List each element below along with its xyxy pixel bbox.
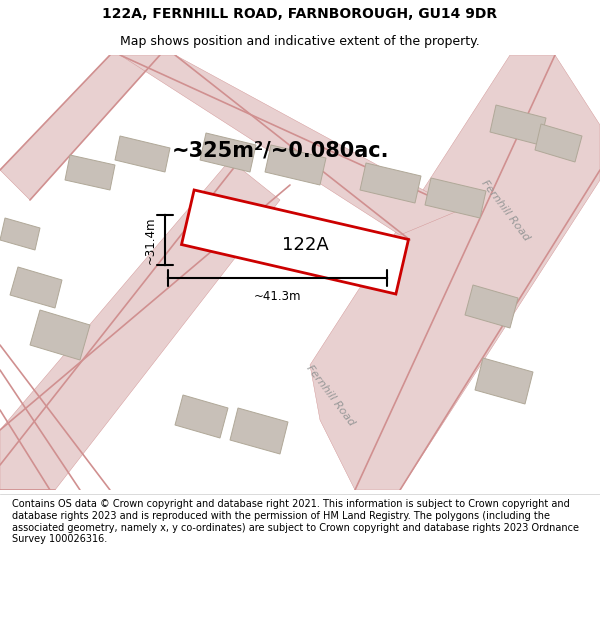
Polygon shape bbox=[0, 218, 40, 250]
Polygon shape bbox=[475, 358, 533, 404]
Polygon shape bbox=[265, 145, 326, 185]
Text: ~325m²/~0.080ac.: ~325m²/~0.080ac. bbox=[171, 140, 389, 160]
Text: Map shows position and indicative extent of the property.: Map shows position and indicative extent… bbox=[120, 35, 480, 48]
Polygon shape bbox=[230, 408, 288, 454]
Text: ~31.4m: ~31.4m bbox=[144, 216, 157, 264]
Text: 122A, FERNHILL ROAD, FARNBOROUGH, GU14 9DR: 122A, FERNHILL ROAD, FARNBOROUGH, GU14 9… bbox=[103, 7, 497, 21]
Polygon shape bbox=[360, 163, 421, 203]
Polygon shape bbox=[65, 155, 115, 190]
Polygon shape bbox=[182, 190, 409, 294]
Text: Contains OS data © Crown copyright and database right 2021. This information is : Contains OS data © Crown copyright and d… bbox=[12, 499, 579, 544]
Text: ~41.3m: ~41.3m bbox=[254, 290, 301, 303]
Polygon shape bbox=[490, 105, 546, 145]
Polygon shape bbox=[425, 178, 486, 218]
Polygon shape bbox=[0, 55, 160, 200]
Polygon shape bbox=[535, 124, 582, 162]
Polygon shape bbox=[200, 133, 256, 172]
Text: Fernhill Road: Fernhill Road bbox=[304, 362, 356, 428]
Polygon shape bbox=[10, 267, 62, 308]
Polygon shape bbox=[465, 285, 518, 328]
Polygon shape bbox=[175, 395, 228, 438]
Polygon shape bbox=[310, 55, 600, 490]
Polygon shape bbox=[0, 160, 280, 490]
Polygon shape bbox=[120, 55, 460, 235]
Polygon shape bbox=[115, 136, 170, 172]
Text: Fernhill Road: Fernhill Road bbox=[479, 177, 531, 242]
Polygon shape bbox=[30, 310, 90, 360]
Text: 122A: 122A bbox=[281, 236, 328, 254]
